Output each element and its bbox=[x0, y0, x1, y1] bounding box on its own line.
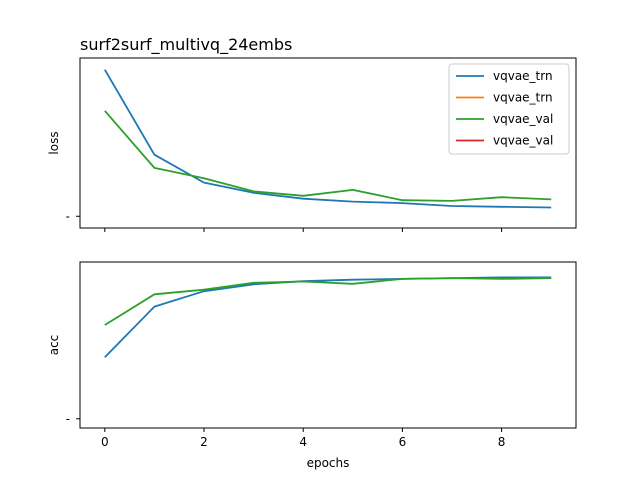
acc-yticks: - bbox=[66, 412, 80, 426]
acc-xtick-label: 6 bbox=[399, 435, 407, 449]
acc-xtick-label: 2 bbox=[200, 435, 208, 449]
legend-frame bbox=[448, 63, 570, 155]
legend: vqvae_trn vqvae_trn vqvae_val vqvae_val bbox=[448, 63, 570, 155]
loss-ytick-label: - bbox=[66, 209, 70, 223]
acc-xtick-label: 0 bbox=[101, 435, 109, 449]
chart-title: surf2surf_multivq_24embs bbox=[80, 35, 292, 55]
loss-xticks bbox=[104, 228, 503, 232]
acc-series-layer bbox=[104, 276, 552, 358]
legend-label: vqvae_trn bbox=[493, 69, 553, 83]
acc-series-line-0 bbox=[104, 276, 552, 358]
acc-xtick-label: 4 bbox=[299, 435, 307, 449]
loss-series-layer bbox=[104, 69, 552, 209]
legend-label: vqvae_val bbox=[493, 112, 553, 126]
acc-xticks: 0 2 4 6 8 bbox=[101, 428, 505, 449]
acc-series-line-1 bbox=[104, 277, 552, 326]
x-axis-label: epochs bbox=[307, 456, 350, 470]
legend-label: vqvae_val bbox=[493, 134, 553, 148]
loss-axes-frame bbox=[79, 57, 577, 229]
legend-label: vqvae_trn bbox=[493, 91, 553, 105]
loss-ylabel: loss bbox=[47, 131, 61, 154]
acc-axes-frame bbox=[79, 261, 577, 429]
loss-yticks: - bbox=[66, 209, 80, 223]
acc-ytick-label: - bbox=[66, 412, 70, 426]
loss-series-line-0 bbox=[104, 69, 552, 209]
loss-axes: loss - bbox=[47, 57, 577, 232]
loss-series-line-1 bbox=[104, 110, 552, 202]
acc-axes: acc 0 2 4 6 8 - bbox=[47, 261, 577, 449]
acc-ylabel: acc bbox=[47, 335, 61, 356]
acc-xtick-label: 8 bbox=[498, 435, 506, 449]
